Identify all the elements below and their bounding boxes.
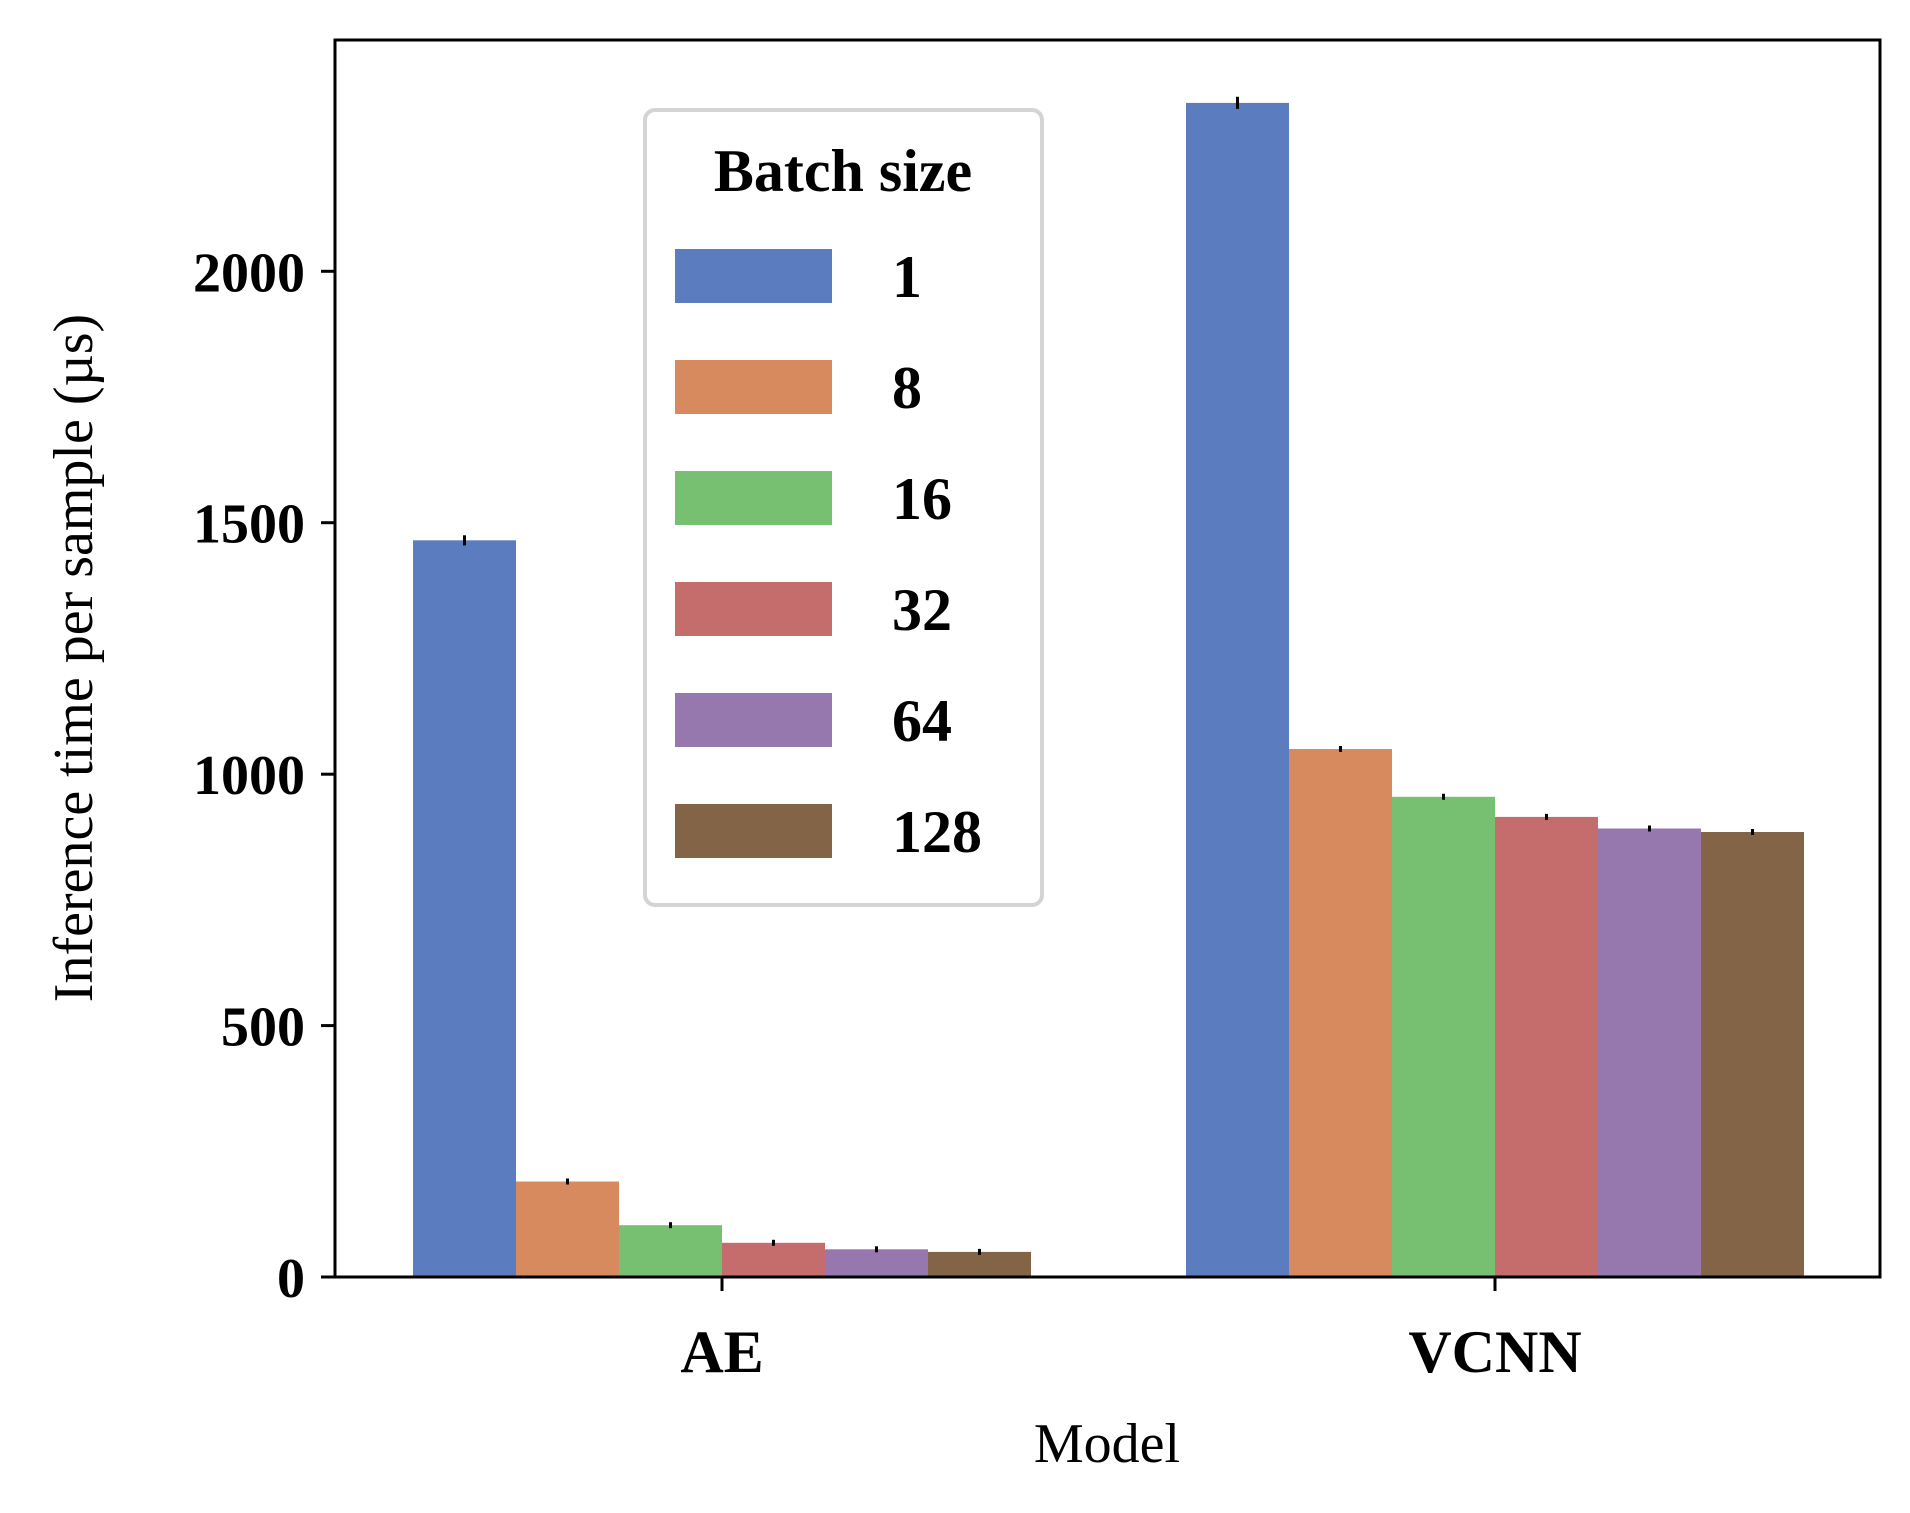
legend-swatch-32 bbox=[675, 582, 832, 636]
bars-layer bbox=[413, 102, 1804, 1277]
legend: Batch size 1 8 16 32 64 128 bbox=[643, 108, 1044, 907]
bar-ae-batch-32 bbox=[722, 1242, 825, 1277]
legend-label-32: 32 bbox=[892, 577, 952, 643]
legend-label-8: 8 bbox=[892, 355, 922, 421]
y-axis: 0 500 1000 1500 2000 bbox=[193, 242, 335, 1310]
x-tick-label-vcnn: VCNN bbox=[1408, 1319, 1581, 1385]
bar-vcnn-batch-64 bbox=[1598, 828, 1701, 1277]
y-tick-label: 2000 bbox=[193, 242, 305, 304]
legend-title: Batch size bbox=[714, 138, 972, 204]
legend-swatch-128 bbox=[675, 804, 832, 858]
x-tick-label-ae: AE bbox=[680, 1319, 763, 1385]
legend-label-128: 128 bbox=[892, 799, 982, 865]
legend-swatch-1 bbox=[675, 249, 832, 303]
bar-ae-batch-16 bbox=[619, 1225, 722, 1277]
bar-ae-batch-128 bbox=[928, 1251, 1031, 1277]
bar-vcnn-batch-128 bbox=[1701, 832, 1804, 1277]
plot-frame bbox=[333, 38, 1882, 1279]
y-tick-label: 1000 bbox=[193, 745, 305, 807]
bar-ae-batch-8 bbox=[516, 1181, 619, 1277]
y-tick-label: 0 bbox=[277, 1248, 305, 1310]
bar-vcnn-batch-32 bbox=[1495, 816, 1598, 1277]
legend-label-1: 1 bbox=[892, 244, 922, 310]
y-tick-label: 1500 bbox=[193, 494, 305, 556]
bar-ae-batch-64 bbox=[825, 1249, 928, 1277]
legend-label-16: 16 bbox=[892, 466, 952, 532]
legend-swatch-16 bbox=[675, 471, 832, 525]
legend-swatch-8 bbox=[675, 360, 832, 414]
legend-entries: 1 8 16 32 64 128 bbox=[675, 244, 982, 865]
bar-ae-batch-1 bbox=[413, 540, 516, 1277]
bar-vcnn-batch-8 bbox=[1289, 749, 1392, 1277]
bar-vcnn-batch-1 bbox=[1186, 102, 1289, 1277]
bar-vcnn-batch-16 bbox=[1392, 796, 1495, 1277]
y-axis-title: Inference time per sample (µs) bbox=[43, 314, 105, 1002]
x-axis: AE VCNN bbox=[680, 1277, 1582, 1385]
y-tick-label: 500 bbox=[221, 997, 305, 1059]
legend-label-64: 64 bbox=[892, 688, 952, 754]
error-bars-layer bbox=[463, 96, 1754, 1255]
x-axis-title: Model bbox=[1034, 1413, 1180, 1475]
legend-swatch-64 bbox=[675, 693, 832, 747]
